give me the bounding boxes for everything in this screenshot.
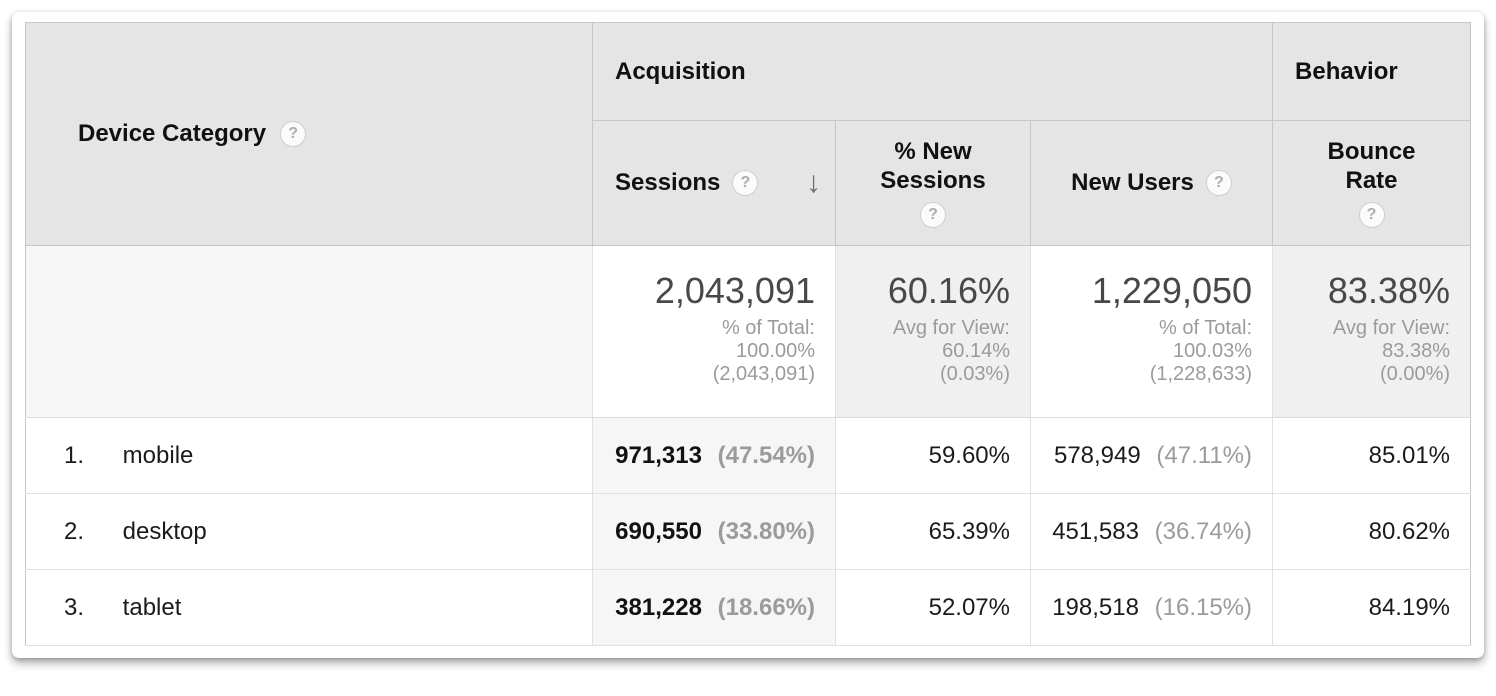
row-rank: 3. <box>64 593 85 621</box>
device-cell: 2. desktop <box>25 493 593 570</box>
summary-row: 2,043,091 % of Total: 100.00% (2,043,091… <box>25 245 1471 418</box>
bounce-rate-cell: 85.01% <box>1272 417 1471 494</box>
new-users-total-value: 1,229,050 <box>1091 270 1253 311</box>
new-users-column-header[interactable]: New Users ? <box>1030 120 1274 246</box>
percent-new-sessions-cell: 65.39% <box>835 493 1031 570</box>
percent-new-sessions-header-label: % New Sessions <box>880 137 986 194</box>
group-header-row: Device Category ? Acquisition Behavior <box>25 22 1472 246</box>
new-users-cell: 451,583 (36.74%) <box>1030 493 1274 570</box>
device-label: tablet <box>122 593 182 621</box>
row-rank: 2. <box>64 517 85 545</box>
sessions-column-header[interactable]: Sessions ? ↓ <box>592 120 836 246</box>
bounce-rate-total-value: 83.38% <box>1327 270 1451 311</box>
percent-new-sessions-column-header[interactable]: % New Sessions ? <box>835 120 1031 246</box>
sessions-total-value: 2,043,091 <box>654 270 815 311</box>
row-rank: 1. <box>64 441 85 469</box>
help-icon[interactable]: ? <box>920 202 946 229</box>
table-row: 3. tablet 381,228 (18.66%) 52.07% 198,51… <box>25 569 1471 646</box>
sort-descending-icon[interactable]: ↓ <box>806 166 821 199</box>
sessions-header-label: Sessions <box>615 169 721 196</box>
analytics-table-card: Device Category ? Acquisition Behavior S… <box>12 12 1484 658</box>
device-category-header-label: Device Category <box>78 120 267 147</box>
percent-new-sessions-total-subtext: Avg for View: 60.14% (0.03%) <box>892 317 1010 386</box>
summary-dimension-cell <box>25 245 593 418</box>
device-cell: 1. mobile <box>25 417 593 494</box>
help-icon[interactable]: ? <box>1205 170 1232 196</box>
sessions-cell: 381,228 (18.66%) <box>592 569 836 646</box>
percent-new-sessions-total-value: 60.16% <box>887 270 1010 311</box>
device-category-table: Device Category ? Acquisition Behavior S… <box>25 22 1472 646</box>
table-row: 2. desktop 690,550 (33.80%) 65.39% 451,5… <box>25 493 1471 570</box>
bounce-rate-column-header[interactable]: Bounce Rate ? <box>1272 120 1472 246</box>
help-icon[interactable]: ? <box>1358 202 1385 229</box>
bounce-rate-cell: 80.62% <box>1272 493 1471 570</box>
bounce-rate-cell: 84.19% <box>1272 569 1471 646</box>
bounce-rate-total-subtext: Avg for View: 83.38% (0.00%) <box>1332 317 1451 386</box>
sessions-total-subtext: % of Total: 100.00% (2,043,091) <box>712 317 815 386</box>
new-users-cell: 198,518 (16.15%) <box>1030 569 1274 646</box>
bounce-rate-header-label: Bounce Rate <box>1327 137 1416 194</box>
help-icon[interactable]: ? <box>732 170 759 196</box>
behavior-group-label: Behavior <box>1295 57 1398 85</box>
new-users-cell: 578,949 (47.11%) <box>1030 417 1274 494</box>
acquisition-group-header: Acquisition <box>592 22 1274 121</box>
summary-bounce-rate-cell: 83.38% Avg for View: 83.38% (0.00%) <box>1272 245 1471 418</box>
new-users-header-label: New Users <box>1071 169 1194 196</box>
summary-new-users-cell: 1,229,050 % of Total: 100.03% (1,228,633… <box>1030 245 1274 418</box>
device-category-header[interactable]: Device Category ? <box>25 22 593 246</box>
percent-new-sessions-cell: 52.07% <box>835 569 1031 646</box>
behavior-group-header: Behavior <box>1272 22 1472 121</box>
summary-sessions-cell: 2,043,091 % of Total: 100.00% (2,043,091… <box>592 245 836 418</box>
device-cell: 3. tablet <box>25 569 593 646</box>
acquisition-group-label: Acquisition <box>615 57 746 85</box>
help-icon[interactable]: ? <box>280 121 307 147</box>
device-label: desktop <box>122 517 207 545</box>
summary-percent-new-sessions-cell: 60.16% Avg for View: 60.14% (0.03%) <box>835 245 1031 418</box>
new-users-total-subtext: % of Total: 100.03% (1,228,633) <box>1149 317 1253 386</box>
device-label: mobile <box>122 441 194 469</box>
table-row: 1. mobile 971,313 (47.54%) 59.60% 578,94… <box>25 417 1471 494</box>
sessions-cell: 971,313 (47.54%) <box>592 417 836 494</box>
column-header-row: Sessions ? ↓ % New Sessions ? New Users … <box>26 120 1472 246</box>
percent-new-sessions-cell: 59.60% <box>835 417 1031 494</box>
sessions-cell: 690,550 (33.80%) <box>592 493 836 570</box>
